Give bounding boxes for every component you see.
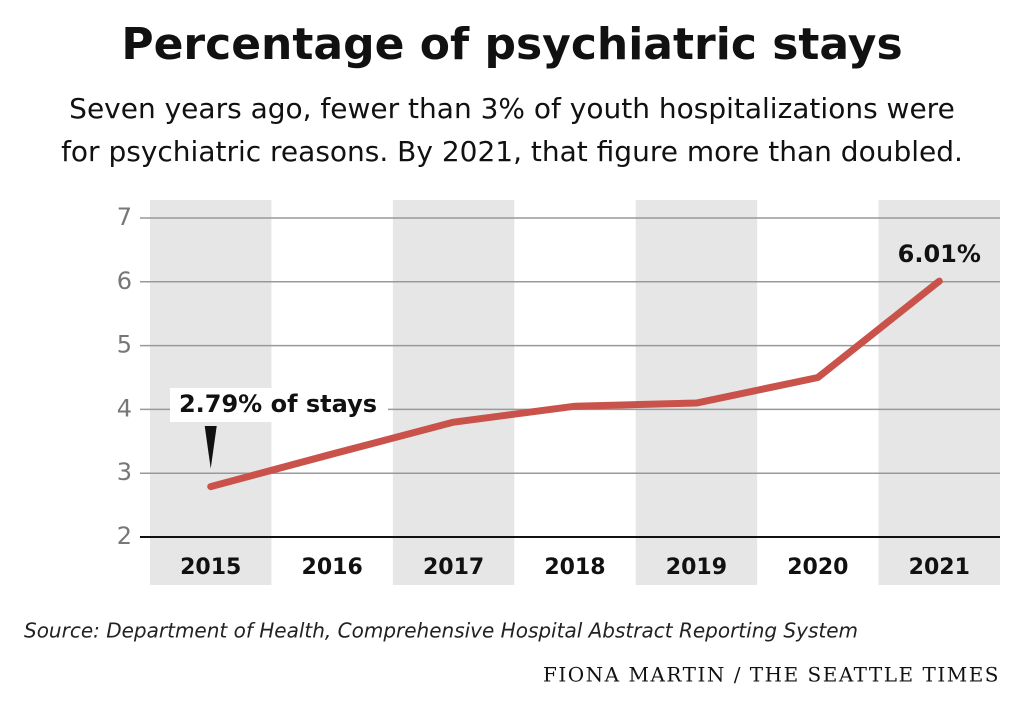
pointer	[204, 426, 217, 469]
x-tick-label: 2019	[666, 555, 727, 580]
subtitle: Seven years ago, fewer than 3% of youth …	[69, 92, 955, 125]
source: Source: Department of Health, Comprehens…	[24, 619, 858, 643]
band	[392, 200, 515, 585]
x-tick-label: 2018	[544, 555, 605, 580]
y-tick-label: 4	[117, 394, 132, 422]
x-tick-label: 2015	[180, 555, 241, 580]
subtitle: for psychiatric reasons. By 2021, that f…	[61, 135, 963, 168]
data-label: 6.01%	[898, 240, 981, 268]
data-label: 2.79% of stays	[179, 390, 377, 418]
chart-title: Percentage of psychiatric stays	[121, 19, 902, 70]
line	[207, 277, 943, 491]
y-tick-label: 5	[117, 331, 132, 359]
credit: FIONA MARTIN / THE SEATTLE TIMES	[543, 663, 1000, 687]
y-tick-label: 3	[117, 458, 132, 486]
x-tick-label: 2017	[423, 555, 484, 580]
band	[878, 200, 1000, 585]
x-tick-label: 2016	[302, 555, 363, 580]
x-tick-label: 2021	[909, 555, 970, 580]
y-tick-label: 6	[117, 267, 132, 295]
y-tick-label: 2	[117, 522, 132, 550]
label-bg	[170, 388, 388, 422]
y-tick-label: 7	[117, 203, 132, 231]
x-tick-label: 2020	[787, 555, 848, 580]
